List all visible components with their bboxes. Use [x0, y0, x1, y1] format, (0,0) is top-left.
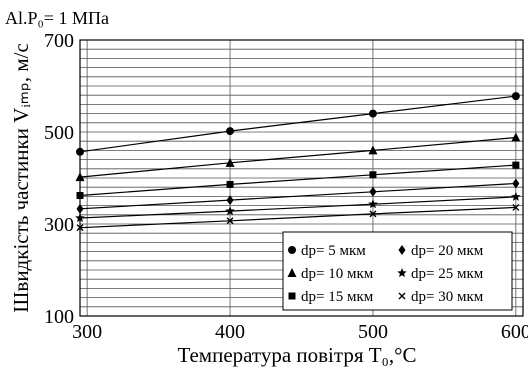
legend-item: dp= 20 мкм [398, 243, 484, 259]
legend-item: dp= 5 мкм [288, 243, 366, 259]
data-point [75, 213, 85, 223]
legend-marker [288, 292, 296, 300]
data-point [76, 147, 84, 156]
data-point [225, 157, 235, 167]
data-point [368, 145, 378, 155]
chart-title: Al.P₀= 1 МПа [5, 8, 109, 28]
legend-marker [397, 268, 407, 278]
data-point [369, 210, 377, 218]
data-point [368, 109, 377, 118]
y-tick-label: 100 [44, 306, 74, 328]
data-point [226, 180, 234, 188]
data-point [369, 171, 377, 179]
x-tick-label: 600 [501, 321, 528, 343]
data-point [225, 206, 235, 216]
x-tick-label: 500 [358, 321, 388, 343]
data-point [369, 186, 377, 197]
series-line [79, 95, 516, 153]
data-point [511, 92, 520, 101]
series-line [79, 206, 516, 229]
data-point [76, 191, 84, 199]
series-line [79, 196, 516, 219]
y-axis-title: Швидкість частинки Vᵢₘₚ, м/с [9, 43, 33, 313]
legend-item: dp= 25 мкм [397, 266, 484, 282]
data-point [226, 195, 234, 206]
data-point [76, 203, 84, 214]
data-point [226, 217, 234, 225]
series-layer [75, 92, 521, 232]
data-point [512, 161, 520, 169]
series-5 [75, 191, 521, 223]
series-4 [76, 178, 520, 214]
series-3 [76, 161, 520, 199]
legend-box [282, 231, 513, 311]
legend-label: dp= 5 мкм [301, 243, 366, 259]
data-point [511, 191, 521, 201]
data-point [226, 127, 235, 136]
series-6 [76, 203, 520, 232]
legend-item: dp= 30 мкм [398, 289, 484, 305]
data-point [511, 132, 521, 142]
x-tick-label: 400 [215, 321, 245, 343]
y-tick-label: 700 [44, 30, 74, 52]
legend-marker [398, 245, 406, 255]
y-tick-label: 500 [44, 122, 74, 144]
legend-item: dp= 15 мкм [288, 289, 374, 305]
y-tick-label: 300 [44, 214, 74, 236]
series-line [79, 164, 516, 197]
x-tick-label: 300 [72, 321, 102, 343]
series-1 [76, 92, 520, 156]
legend-label: dp= 30 мкм [411, 289, 484, 305]
legend-marker [287, 268, 297, 277]
data-point [512, 178, 520, 189]
legend-item: dp= 10 мкм [287, 266, 374, 282]
series-line [79, 136, 516, 178]
legend-label: dp= 15 мкм [301, 289, 374, 305]
data-point [75, 172, 85, 182]
legend-marker [288, 246, 296, 254]
legend-label: dp= 10 мкм [301, 266, 374, 282]
legend: dp= 5 мкм dp= 10 мкм dp= 15 мкм dp= 20 мкм d… [282, 231, 513, 311]
data-point [512, 203, 520, 211]
data-point [368, 199, 378, 209]
series-2 [75, 132, 521, 182]
series-line [79, 182, 516, 210]
legend-label: dp= 25 мкм [411, 266, 484, 282]
legend-label: dp= 20 мкм [411, 243, 484, 259]
x-axis-title: Температура повітря T₀,°C [177, 343, 416, 367]
legend-marker [398, 292, 406, 300]
data-point [76, 224, 84, 232]
